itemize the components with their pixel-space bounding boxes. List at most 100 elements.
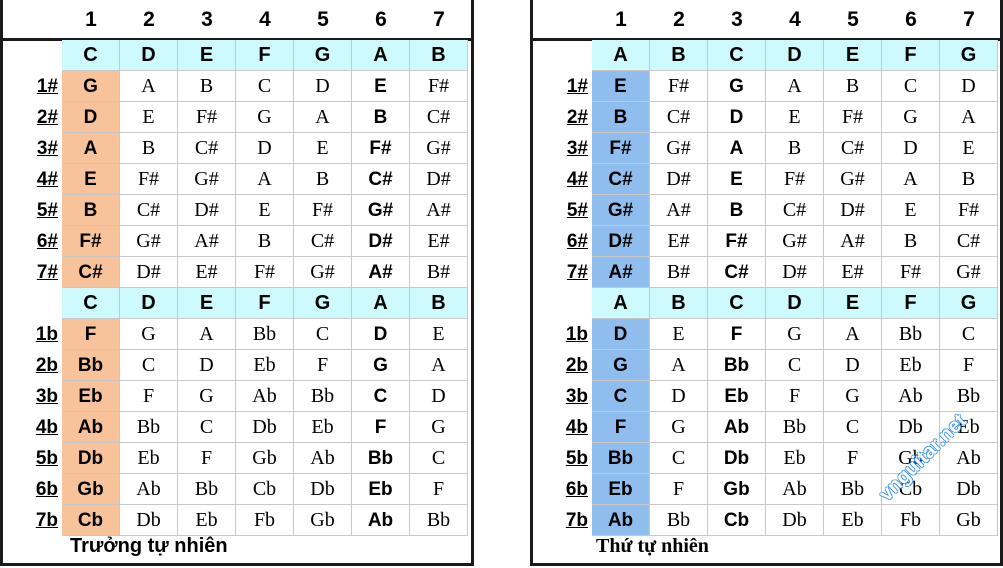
note-cell: Gb — [708, 474, 766, 505]
note-cell: D — [940, 71, 998, 102]
note-cell: G — [120, 319, 178, 350]
scale-degree-header: B — [650, 288, 708, 319]
column-number: 2 — [143, 8, 155, 31]
note-cell: G — [236, 102, 294, 133]
frame-right-border — [471, 0, 474, 566]
note-cell: C — [766, 350, 824, 381]
note-cell: D — [708, 102, 766, 133]
note-cell: D — [236, 133, 294, 164]
note-cell: G — [882, 102, 940, 133]
note-cell: C# — [178, 133, 236, 164]
key-signature-label: 1# — [566, 76, 588, 97]
note-cell: G — [708, 71, 766, 102]
tonic-note-cell: D — [592, 319, 650, 350]
note-cell: F# — [940, 195, 998, 226]
note-cell: Bb — [766, 412, 824, 443]
note-cell: Eb — [178, 505, 236, 536]
note-cell: F# — [294, 195, 352, 226]
key-signature-label: 2b — [565, 355, 588, 376]
note-cell: F — [824, 443, 882, 474]
note-cell: C# — [294, 226, 352, 257]
column-number: 4 — [259, 8, 271, 31]
tonic-note-cell: C# — [62, 257, 120, 288]
note-cell: A# — [824, 226, 882, 257]
note-cell: A# — [410, 195, 468, 226]
note-cell: C# — [708, 257, 766, 288]
tonic-note-cell: D — [62, 102, 120, 133]
key-signature-label: 2b — [35, 355, 58, 376]
note-cell: A# — [178, 226, 236, 257]
tonic-note-cell: C — [592, 381, 650, 412]
tonic-note-cell: Gb — [62, 474, 120, 505]
column-number: 5 — [847, 8, 859, 31]
key-signature-label: 3# — [566, 138, 588, 159]
note-cell: F# — [410, 71, 468, 102]
note-cell: E — [882, 195, 940, 226]
note-cell: Gb — [882, 443, 940, 474]
scale-degree-header: D — [120, 288, 178, 319]
key-signature-label: 3b — [565, 386, 588, 407]
note-cell: E — [120, 102, 178, 133]
key-signature-label: 2# — [566, 107, 588, 128]
note-cell: G — [824, 381, 882, 412]
note-cell: Db — [236, 412, 294, 443]
note-cell: Eb — [824, 505, 882, 536]
note-cell: Bb — [650, 505, 708, 536]
note-cell: C# — [410, 102, 468, 133]
note-cell: G — [352, 350, 410, 381]
tonic-note-cell: D# — [592, 226, 650, 257]
note-cell: Db — [940, 474, 998, 505]
note-cell: F — [708, 319, 766, 350]
note-cell: F# — [236, 257, 294, 288]
column-number: 3 — [201, 8, 213, 31]
note-cell: B — [120, 133, 178, 164]
note-cell: Db — [708, 443, 766, 474]
key-signature-label: 7b — [565, 510, 588, 531]
note-cell: E — [294, 133, 352, 164]
note-cell: Db — [294, 474, 352, 505]
note-cell: A — [650, 350, 708, 381]
scale-degree-header: C — [708, 40, 766, 71]
note-cell: Ab — [236, 381, 294, 412]
note-cell: Bb — [882, 319, 940, 350]
scale-degree-header: D — [766, 40, 824, 71]
tonic-note-cell: Eb — [62, 381, 120, 412]
note-cell: C — [882, 71, 940, 102]
scale-degree-header: F — [882, 40, 940, 71]
note-cell: D — [882, 133, 940, 164]
key-signature-label: 6b — [35, 479, 58, 500]
note-cell: Ab — [940, 443, 998, 474]
note-cell: D# — [410, 164, 468, 195]
frame-bottom-border — [530, 563, 1003, 566]
note-cell: Eb — [940, 412, 998, 443]
note-cell: A — [120, 71, 178, 102]
column-number: 3 — [731, 8, 743, 31]
note-cell: F — [410, 474, 468, 505]
tonic-note-cell: C# — [592, 164, 650, 195]
blank-label-cell — [0, 288, 62, 319]
note-cell: F# — [120, 164, 178, 195]
note-cell: E — [410, 319, 468, 350]
note-cell: E — [708, 164, 766, 195]
note-cell: G# — [352, 195, 410, 226]
note-cell: F — [766, 381, 824, 412]
frame-left-border — [0, 0, 3, 566]
tonic-note-cell: Bb — [592, 443, 650, 474]
frame-top-border — [0, 38, 474, 41]
scale-degree-header: F — [882, 288, 940, 319]
note-cell: D# — [824, 195, 882, 226]
note-cell: C# — [766, 195, 824, 226]
note-cell: Eb — [708, 381, 766, 412]
note-cell: A — [766, 71, 824, 102]
note-cell: Eb — [236, 350, 294, 381]
note-cell: Gb — [294, 505, 352, 536]
note-cell: G# — [120, 226, 178, 257]
note-cell: C — [178, 412, 236, 443]
column-number: 6 — [905, 8, 917, 31]
note-cell: D# — [650, 164, 708, 195]
scale-degree-header: E — [178, 288, 236, 319]
scale-degree-header: B — [410, 288, 468, 319]
scale-degree-header: G — [294, 40, 352, 71]
note-cell: B — [294, 164, 352, 195]
note-cell: C — [120, 350, 178, 381]
